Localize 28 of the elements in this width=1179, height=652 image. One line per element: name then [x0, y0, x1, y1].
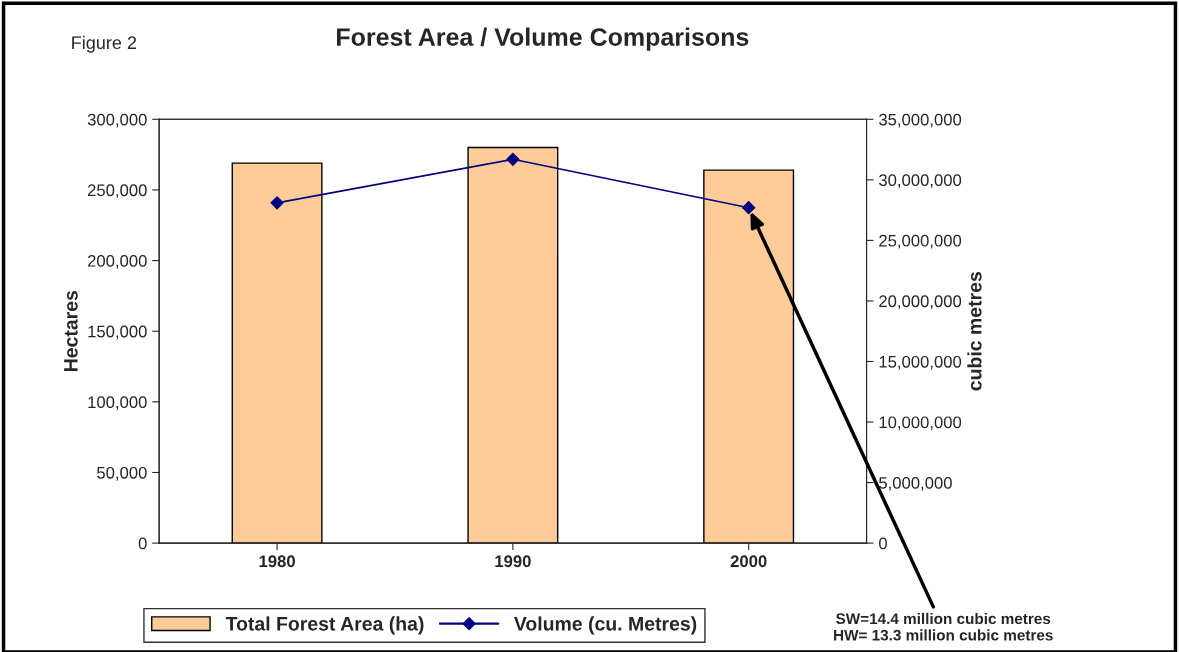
y2-tick-label: 35,000,000 [879, 113, 962, 128]
point [270, 196, 284, 210]
x-tick-label: 1980 [259, 555, 295, 568]
y-tick-label: 50,000 [97, 466, 147, 481]
y-tick-label: 0 [138, 537, 147, 550]
y2-tick-label: 30,000,000 [879, 174, 962, 189]
point [742, 201, 756, 215]
y2-tick-label: 25,000,000 [879, 234, 962, 249]
y-axis-title: Hectares [64, 290, 78, 371]
chart-title: Forest Area / Volume Comparisons [337, 27, 749, 51]
y-tick-label: 250,000 [87, 184, 147, 199]
text: SW=14.4 million cubic metres HW= 13.3 million cubic metres [834, 612, 1053, 641]
legend-label: Total Forest Area (ha) [225, 616, 424, 635]
y-tick-label: 100,000 [88, 396, 147, 411]
x-tick-label: 2000 [730, 555, 767, 568]
y2-tick-label: 15,000,000 [879, 355, 962, 370]
x-tick-label: 1990 [495, 555, 531, 568]
caption: Figure 2 [72, 35, 137, 53]
y2-tick-label: 10,000,000 [879, 416, 962, 431]
y-tick-label: 150,000 [88, 325, 147, 340]
y2-axis-title: cubic metres [967, 272, 982, 391]
point [506, 152, 520, 166]
y2-tick-label: 20,000,000 [879, 295, 962, 310]
legend-label: Volume (cu. Metres) [513, 616, 697, 635]
y-tick-label: 200,000 [87, 254, 147, 269]
y-tick-label: 300,000 [87, 113, 147, 128]
y2-tick-label: 5,000,000 [879, 476, 952, 491]
y2-tick-label: 0 [879, 537, 887, 550]
